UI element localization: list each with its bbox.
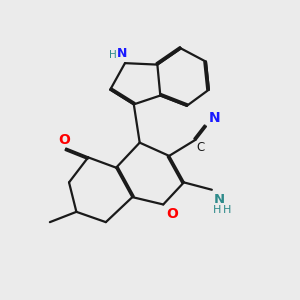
Text: N: N — [208, 111, 220, 125]
Text: N: N — [213, 193, 224, 206]
Text: H: H — [213, 205, 222, 215]
Text: C: C — [197, 141, 205, 154]
Text: O: O — [166, 207, 178, 221]
Text: N: N — [117, 47, 127, 60]
Text: H: H — [223, 205, 231, 215]
Text: O: O — [59, 133, 70, 147]
Text: H: H — [109, 50, 116, 60]
